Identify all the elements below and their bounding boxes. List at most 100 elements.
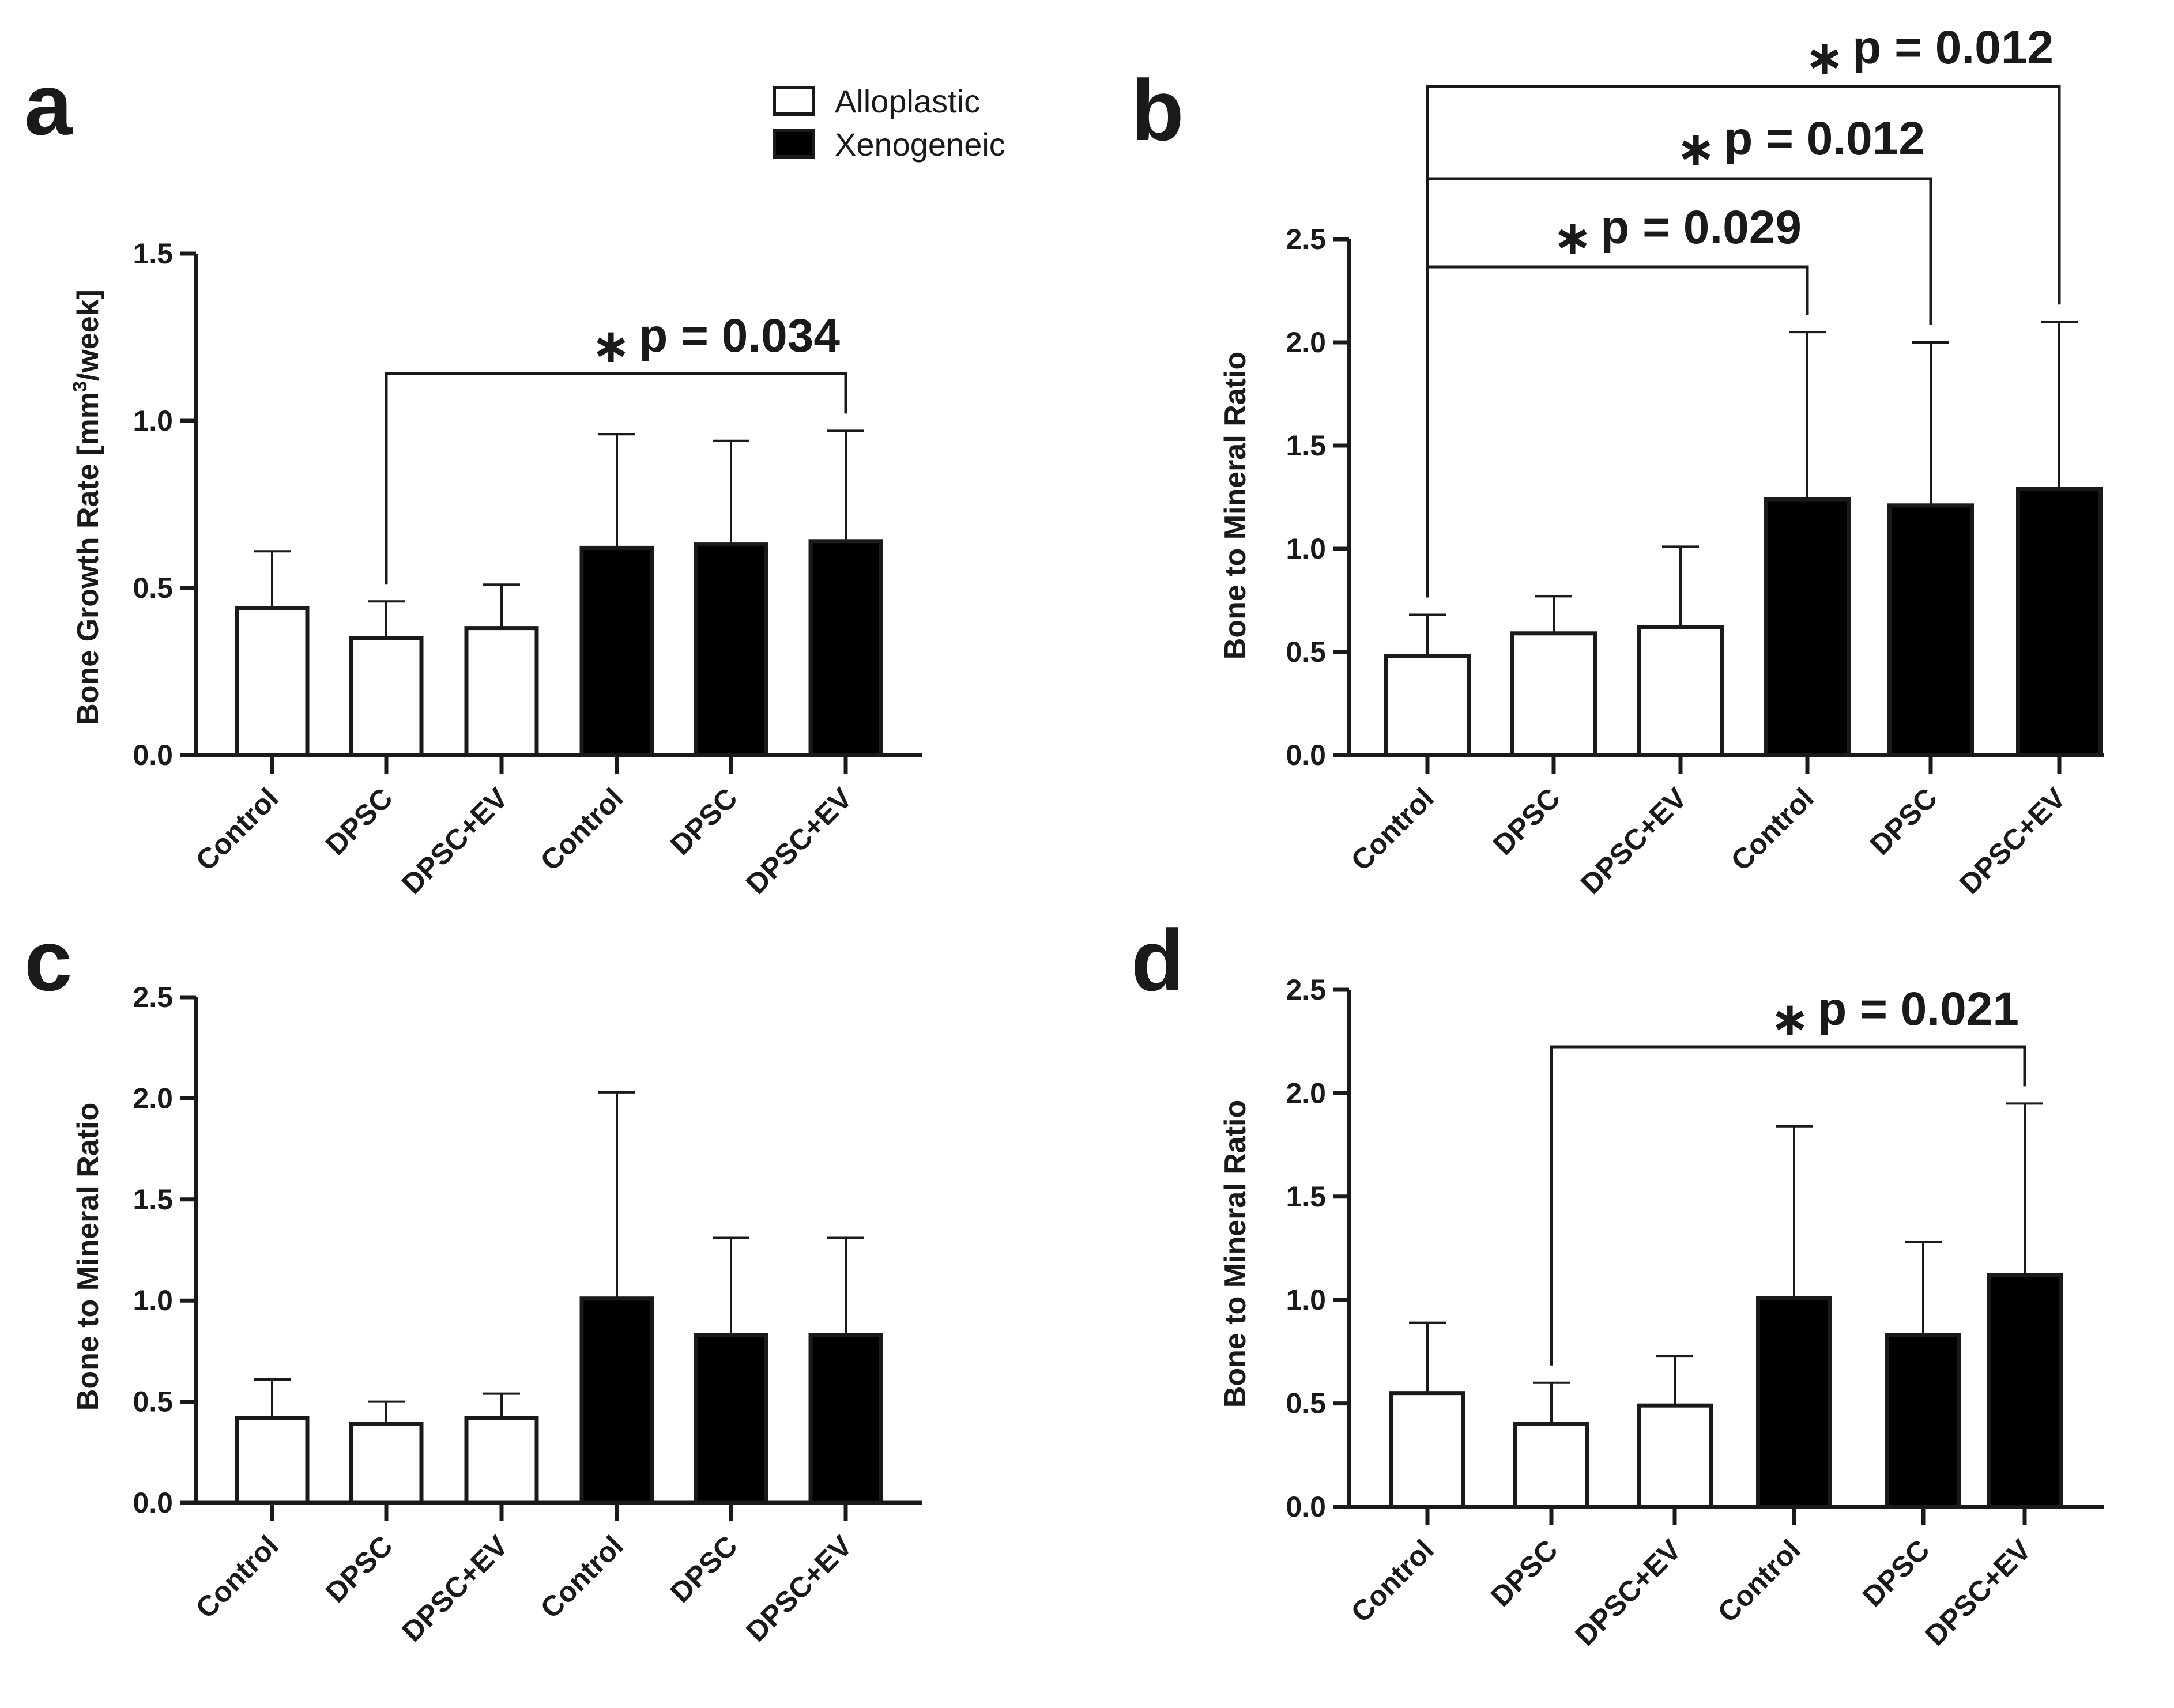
significance-bracket xyxy=(1550,1045,2026,1366)
y-tick-label: 1.5 xyxy=(1286,429,1326,462)
panel-letter-a: a xyxy=(24,56,73,153)
bar-dpsc-ev-xenogeneic xyxy=(2016,487,2103,757)
x-tick-label: DPSC xyxy=(1864,782,1943,861)
significance-bracket xyxy=(385,372,847,585)
significance-label: ∗ p = 0.021 xyxy=(1770,983,2019,1046)
significance-star: ∗ xyxy=(1805,32,1845,84)
y-axis-label-a: Bone Growth Rate [mm3/week] xyxy=(69,289,105,725)
significance-label: ∗ p = 0.012 xyxy=(1676,112,1925,175)
y-axis-label-c: Bone to Mineral Ratio xyxy=(71,1103,105,1411)
bar-control-alloplastic xyxy=(235,606,310,757)
panel-c: c Bone to Mineral Ratio 0.0 0.5 1.0 1.5 2.0 2… xyxy=(24,912,922,1648)
y-axis-label-d: Bone to Mineral Ratio xyxy=(1219,1100,1252,1408)
x-tick-label: DPSC xyxy=(319,1529,399,1609)
legend-swatch-xenogeneic xyxy=(773,129,815,159)
bar-control-alloplastic xyxy=(1384,654,1471,757)
significance-star: ∗ xyxy=(591,320,631,372)
x-tick-label: Control xyxy=(190,1529,285,1624)
x-tick-label: Control xyxy=(1725,782,1820,877)
x-tick-label: DPSC xyxy=(1485,1533,1564,1613)
bar-control-xenogeneic xyxy=(1764,497,1851,757)
panel-letter-b: b xyxy=(1131,62,1184,159)
y-tick-label: 1.5 xyxy=(133,237,173,270)
x-tick-label: Control xyxy=(1712,1533,1807,1628)
x-tick-label: DPSC xyxy=(1487,782,1566,861)
bar-dpsc-ev-xenogeneic xyxy=(808,539,883,757)
bar-dpsc-alloplastic xyxy=(349,1422,424,1505)
y-tick-label: 1.0 xyxy=(133,405,173,437)
y-tick-label: 1.0 xyxy=(133,1284,173,1317)
y-tick-label: 2.5 xyxy=(1286,974,1326,1006)
x-tick-label: DPSC+EV xyxy=(1569,1533,1687,1652)
y-tick-label: 0.0 xyxy=(1286,739,1326,771)
panel-letter-d: d xyxy=(1131,912,1184,1009)
x-tick-label: DPSC+EV xyxy=(1953,782,2072,900)
y-tick-label: 0.0 xyxy=(133,1487,173,1519)
bar-control-xenogeneic xyxy=(579,545,654,757)
x-tick-label: Control xyxy=(534,1529,630,1624)
y-tick-label: 1.0 xyxy=(1286,533,1326,565)
bar-dpsc-ev-alloplastic xyxy=(1637,1403,1713,1509)
significance-p-value: p = 0.034 xyxy=(639,310,840,362)
significance-p-value: p = 0.029 xyxy=(1600,201,1802,254)
y-tick-label: 1.0 xyxy=(1286,1284,1326,1316)
y-tick-label: 2.0 xyxy=(1286,1077,1326,1109)
y-tick-label: 1.5 xyxy=(133,1183,173,1216)
bar-dpsc-ev-xenogeneic xyxy=(808,1333,883,1505)
bar-dpsc-alloplastic xyxy=(349,636,424,757)
x-tick-label: DPSC xyxy=(664,782,744,861)
y-tick-label: 2.5 xyxy=(1286,223,1326,255)
x-tick-label: DPSC+EV xyxy=(1574,782,1693,900)
bar-control-alloplastic xyxy=(1389,1391,1465,1509)
y-tick-label: 2.0 xyxy=(133,1082,173,1114)
significance-bracket xyxy=(1426,85,2061,598)
x-tick-label: DPSC+EV xyxy=(1919,1533,2037,1652)
significance-p-value: p = 0.021 xyxy=(1818,983,2019,1035)
y-tick-label: 0.0 xyxy=(1286,1491,1326,1523)
legend-swatch-alloplastic xyxy=(773,86,815,116)
y-tick-label: 1.5 xyxy=(1286,1181,1326,1213)
bar-dpsc-alloplastic xyxy=(1513,1422,1589,1509)
significance-star: ∗ xyxy=(1770,993,1810,1046)
x-tick-label: DPSC+EV xyxy=(395,782,514,900)
bar-dpsc-xenogeneic xyxy=(1887,503,1974,757)
significance-star: ∗ xyxy=(1553,212,1593,264)
legend-label-alloplastic: Alloplastic xyxy=(835,83,980,119)
x-tick-label: Control xyxy=(1345,1533,1440,1628)
bar-dpsc-xenogeneic xyxy=(694,542,768,757)
bar-dpsc-xenogeneic xyxy=(1885,1333,1961,1509)
y-axis-label-b: Bone to Mineral Ratio xyxy=(1219,352,1252,659)
bar-dpsc-ev-alloplastic xyxy=(464,626,539,757)
significance-label: ∗ p = 0.029 xyxy=(1553,201,1802,264)
bar-dpsc-ev-alloplastic xyxy=(464,1416,539,1505)
bar-dpsc-ev-alloplastic xyxy=(1637,625,1724,757)
bar-control-alloplastic xyxy=(235,1416,310,1505)
x-tick-label: DPSC xyxy=(664,1529,744,1609)
significance-p-value: p = 0.012 xyxy=(1724,112,1925,165)
significance-label: ∗ p = 0.034 xyxy=(591,310,841,372)
panel-a: a Bone Growth Rate [mm3/week] 0.0 0.5 1.0 1… xyxy=(24,56,922,900)
panel-b: b Bone to Mineral Ratio 0.0 0.5 1.0 1.5 2.0 2… xyxy=(1131,21,2104,900)
x-tick-label: Control xyxy=(190,782,285,877)
bar-control-xenogeneic xyxy=(579,1296,654,1505)
x-tick-label: DPSC+EV xyxy=(740,782,858,900)
y-tick-label: 2.5 xyxy=(133,981,173,1013)
legend-label-xenogeneic: Xenogeneic xyxy=(835,126,1005,163)
x-tick-label: DPSC+EV xyxy=(395,1529,514,1648)
significance-p-value: p = 0.012 xyxy=(1852,21,2054,74)
significance-label: ∗ p = 0.012 xyxy=(1805,21,2054,84)
y-tick-label: 0.5 xyxy=(133,1386,173,1418)
bar-dpsc-xenogeneic xyxy=(694,1333,768,1505)
panel-letter-c: c xyxy=(24,912,72,1009)
x-tick-label: DPSC xyxy=(1856,1533,1936,1613)
y-tick-label: 0.5 xyxy=(133,572,173,604)
significance-star: ∗ xyxy=(1676,123,1716,175)
legend: Alloplastic Xenogeneic xyxy=(773,83,1005,163)
bar-dpsc-alloplastic xyxy=(1510,631,1597,757)
bar-control-xenogeneic xyxy=(1756,1296,1832,1509)
bar-dpsc-ev-xenogeneic xyxy=(1987,1273,2063,1509)
y-tick-label: 0.5 xyxy=(1286,636,1326,668)
y-tick-label: 0.0 xyxy=(133,739,173,771)
panel-d: d Bone to Mineral Ratio 0.0 0.5 1.0 1.5 2.0 2… xyxy=(1131,912,2104,1652)
